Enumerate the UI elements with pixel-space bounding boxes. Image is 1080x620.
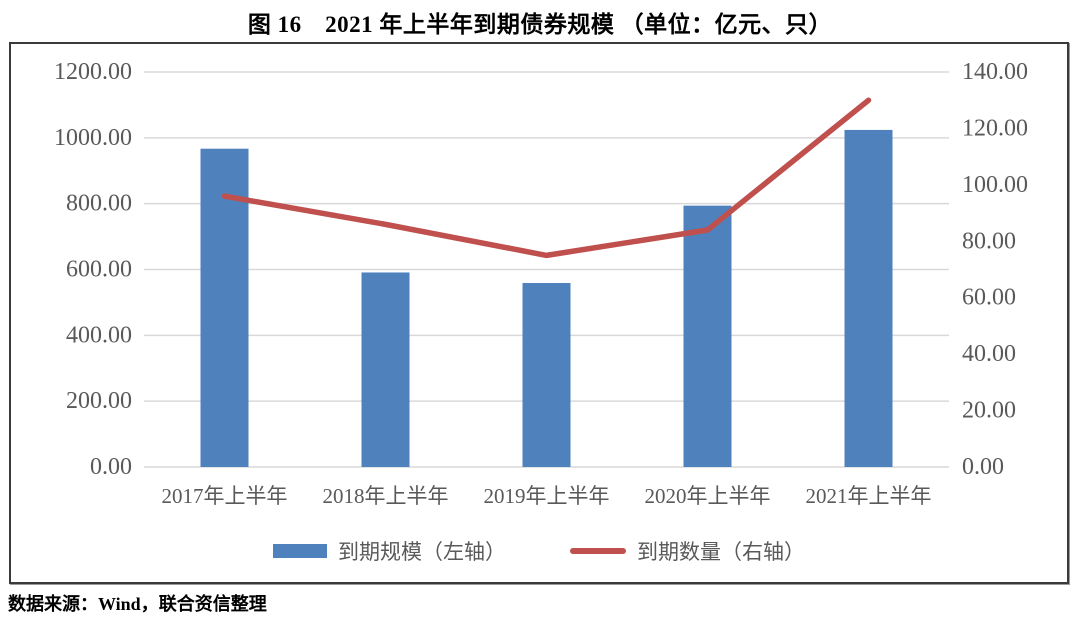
x-axis-label: 2021年上半年 bbox=[806, 484, 932, 508]
bar bbox=[844, 129, 893, 467]
bar bbox=[200, 148, 249, 467]
x-axis-label: 2018年上半年 bbox=[323, 484, 449, 508]
left-axis-tick-label: 400.00 bbox=[66, 322, 132, 348]
bar-series-swatch-icon bbox=[273, 544, 327, 558]
right-axis-tick-label: 140.00 bbox=[962, 59, 1028, 85]
bar bbox=[361, 272, 410, 467]
left-axis-tick-label: 0.00 bbox=[90, 454, 132, 480]
maturity-count-line bbox=[221, 97, 872, 259]
x-axis-label: 2020年上半年 bbox=[645, 484, 771, 508]
chart-title: 图 16 2021 年上半年到期债券规模 （单位：亿元、只） bbox=[247, 12, 833, 37]
right-axis-tick-label: 0.00 bbox=[962, 454, 1004, 480]
chart-frame: 0.00 200.00 400.00 600.00 800.00 1000.00 1200.… bbox=[9, 42, 1069, 584]
chart-canvas: 0.00 200.00 400.00 600.00 800.00 1000.00 1200.… bbox=[54, 59, 1028, 508]
legend-item-line-series: 到期数量（右轴） bbox=[570, 536, 805, 566]
left-axis-tick-label: 1000.00 bbox=[54, 125, 132, 151]
legend-label: 到期数量（右轴） bbox=[637, 540, 805, 564]
data-source-note: 数据来源：Wind，联合资信整理 bbox=[8, 594, 267, 614]
right-axis-tick-label: 40.00 bbox=[962, 341, 1016, 367]
chart-legend: 到期规模（左轴） 到期数量（右轴） bbox=[11, 536, 1067, 566]
right-axis-tick-label: 120.00 bbox=[962, 115, 1028, 141]
right-axis-tick-label: 80.00 bbox=[962, 228, 1016, 254]
left-axis-tick-label: 800.00 bbox=[66, 191, 132, 217]
bar bbox=[522, 282, 571, 467]
right-axis-tick-label: 100.00 bbox=[962, 172, 1028, 198]
left-axis-tick-label: 1200.00 bbox=[54, 59, 132, 85]
right-axis-tick-label: 20.00 bbox=[962, 398, 1016, 424]
legend-item-bar-series: 到期规模（左轴） bbox=[273, 536, 506, 566]
bar bbox=[683, 205, 732, 467]
right-axis-tick-label: 60.00 bbox=[962, 285, 1016, 311]
legend-label: 到期规模（左轴） bbox=[338, 540, 506, 564]
x-axis-label: 2019年上半年 bbox=[484, 484, 610, 508]
x-axis-label: 2017年上半年 bbox=[162, 484, 288, 508]
line-series-swatch-icon bbox=[570, 548, 626, 554]
left-axis-tick-label: 600.00 bbox=[66, 257, 132, 283]
left-axis-tick-label: 200.00 bbox=[66, 388, 132, 414]
